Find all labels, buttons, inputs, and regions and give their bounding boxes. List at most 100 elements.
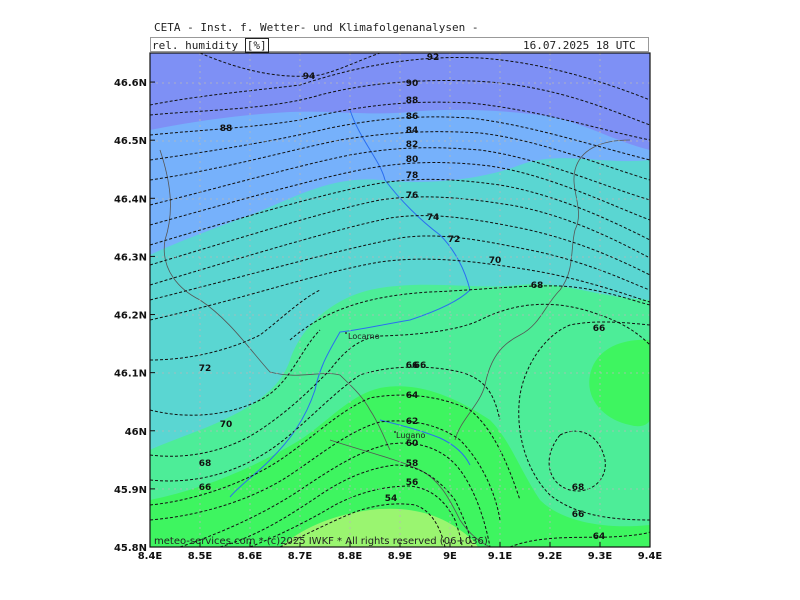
contour-92 (150, 57, 650, 106)
x-tick-label: 8.7E (288, 551, 313, 562)
contour-68b (150, 303, 650, 457)
fill-very-low (280, 508, 478, 547)
contour-label: 88 (220, 124, 233, 134)
contour-label: 68 (572, 483, 585, 493)
x-tick-label: 8.9E (388, 551, 413, 562)
contour-label: 58 (406, 459, 419, 469)
grid-layer (150, 53, 650, 547)
contour-78 (150, 178, 650, 246)
y-tick-label: 45.9N (114, 485, 147, 496)
contour-label: 56 (406, 478, 419, 488)
x-tick-label: 9E (443, 551, 457, 562)
contour-label: 64 (406, 391, 419, 401)
border-south (329, 439, 491, 547)
unit-box: [%] (244, 38, 269, 53)
contour-76 (150, 196, 650, 266)
footer-credit: meteo-services.com * (c)2025 IWKF * All … (154, 536, 488, 547)
contour-label-layer: 94 92 90 88 86 84 82 80 78 76 74 72 70 68 66 88 72 70 68 66… (199, 53, 606, 542)
contour-58 (219, 464, 473, 547)
contour-label: 54 (385, 494, 398, 504)
x-tick-label: 8.8E (338, 551, 363, 562)
x-tick-label: 9.3E (588, 551, 613, 562)
contour-label: 66 (572, 510, 585, 520)
variable-label: rel. humidity [%] (152, 38, 269, 53)
contour-label: 66 (414, 361, 427, 371)
contour-label: 82 (406, 140, 419, 150)
contour-68c (548, 430, 606, 492)
contour-label: 64 (593, 532, 606, 542)
contour-label: 68 (531, 281, 544, 291)
x-tick-label: 9.1E (488, 551, 513, 562)
y-tick-label: 46.6N (114, 78, 147, 89)
lake-maggiore (229, 109, 471, 498)
contour-64a (150, 394, 521, 506)
contour-label: 94 (303, 72, 316, 82)
contour-label: 74 (427, 213, 440, 223)
country-border-east (454, 139, 631, 441)
contour-66b (518, 321, 650, 521)
y-tick-label: 46.3N (114, 252, 147, 263)
x-tick-label: 8.4E (138, 551, 163, 562)
contour-label: 70 (220, 420, 233, 430)
lake-layer (229, 109, 471, 498)
y-tick-label: 46.2N (114, 311, 147, 322)
chart-title: CETA - Inst. f. Wetter- und Klimafolgena… (154, 21, 479, 34)
contour-72b (150, 289, 321, 361)
contour-54 (279, 503, 446, 547)
fill-layer (150, 53, 650, 547)
y-tick-label: 46.1N (114, 369, 147, 380)
contour-label: 80 (406, 155, 419, 165)
contour-label: 70 (489, 256, 502, 266)
contour-62 (150, 420, 501, 521)
country-border (159, 149, 391, 451)
contour-label: 90 (406, 79, 419, 89)
contour-56 (249, 485, 463, 547)
city-label-locarno: Locarno (348, 332, 380, 341)
contour-74 (150, 215, 650, 286)
x-tick-label: 9.4E (638, 551, 663, 562)
header-frame (150, 37, 649, 52)
contour-label: 78 (406, 171, 419, 181)
contour-label: 68 (199, 459, 212, 469)
contour-label: 76 (406, 191, 419, 201)
y-tick-label: 45.8N (114, 543, 147, 554)
contour-label: 84 (406, 126, 419, 136)
city-marker-lugano (394, 431, 396, 433)
y-tick-label: 46N (125, 427, 147, 438)
contour-70b (150, 329, 321, 416)
contour-64b (509, 531, 650, 547)
axis-layer: 8.4E 8.5E 8.6E 8.7E 8.8E 8.9E 9E 9.1E 9.2E 9.3E 9.… (114, 78, 662, 562)
contour-80 (150, 162, 650, 226)
contour-label: 88 (406, 96, 419, 106)
lake-lugano (379, 419, 471, 466)
fill-low-south (150, 386, 650, 547)
y-tick-label: 46.4N (114, 194, 147, 205)
contour-label: 62 (406, 417, 419, 427)
x-tick-label: 9.2E (538, 551, 563, 562)
contour-layer (150, 53, 650, 547)
contour-label: 66 (199, 483, 212, 493)
contour-60 (179, 442, 491, 547)
contour-90 (150, 80, 650, 126)
y-tick-label: 46.5N (114, 136, 147, 147)
contour-68a (289, 285, 650, 341)
contour-label: 66 (406, 361, 419, 371)
contour-82 (150, 147, 650, 206)
fill-low-east (589, 339, 650, 427)
border-layer (159, 139, 631, 547)
city-layer: Locarno Lugano (345, 332, 425, 440)
contour-label: 72 (448, 235, 461, 245)
valid-datetime: 16.07.2025 18 UTC (523, 39, 636, 52)
contour-label: 66 (593, 324, 606, 334)
contour-label: 86 (406, 112, 419, 122)
x-tick-label: 8.5E (188, 551, 213, 562)
variable-name: rel. humidity (152, 39, 239, 52)
contour-label: 92 (427, 53, 440, 63)
contour-70a (150, 258, 650, 321)
contour-label: 60 (406, 439, 419, 449)
city-marker-locarno (345, 332, 347, 334)
contour-84 (150, 131, 650, 181)
contour-label: 72 (199, 364, 212, 374)
city-label-lugano: Lugano (396, 431, 425, 440)
